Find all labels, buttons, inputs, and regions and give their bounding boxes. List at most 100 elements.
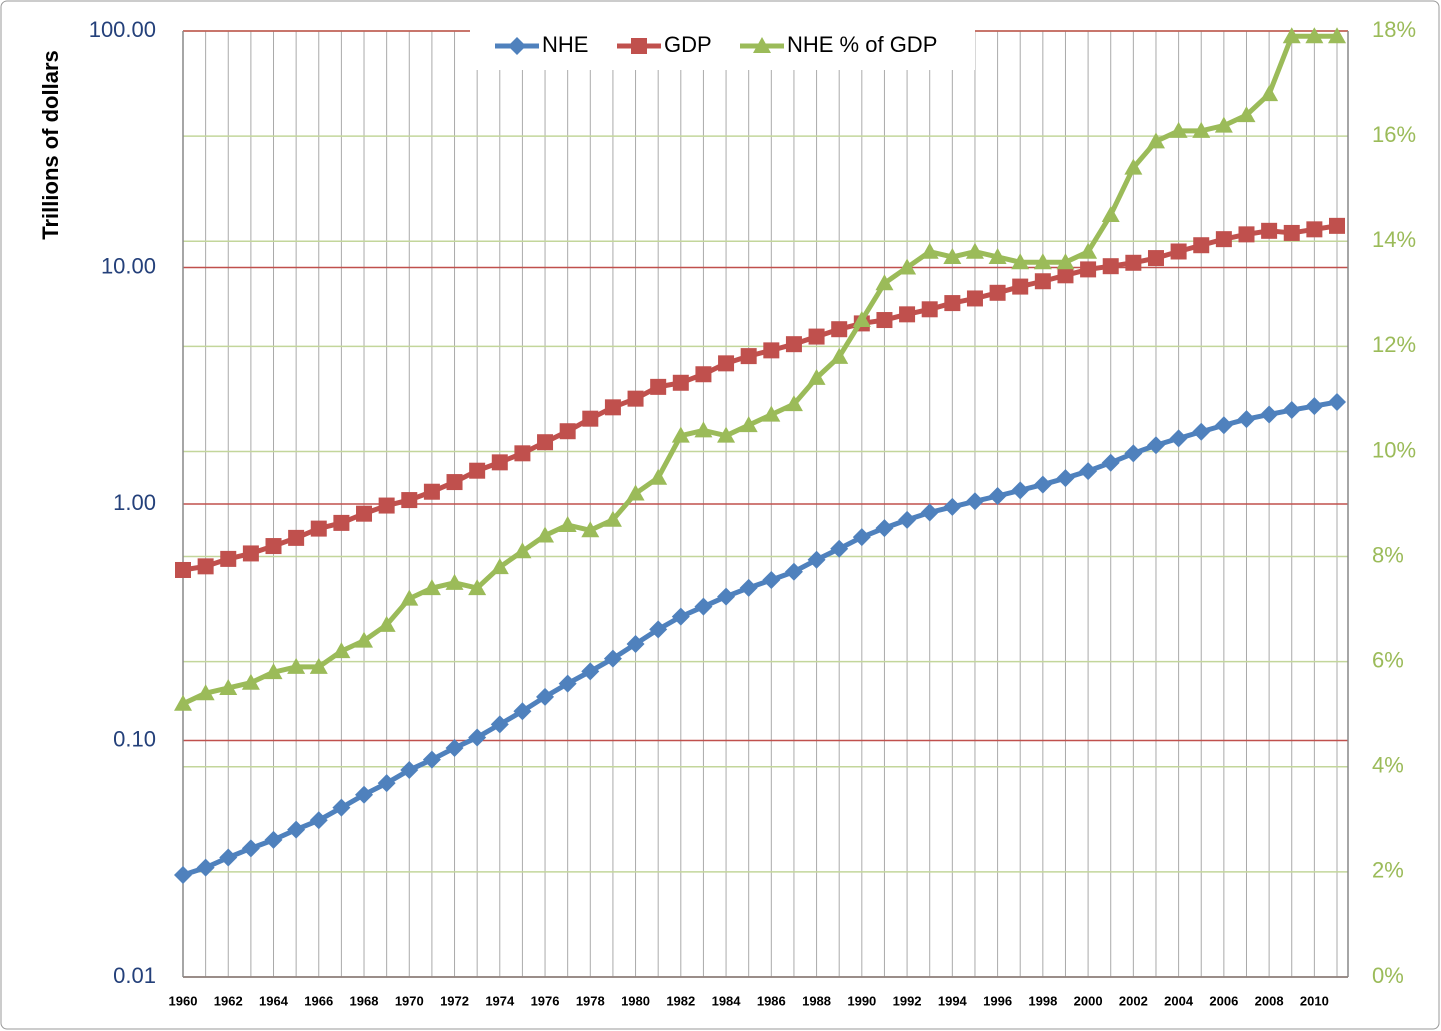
data-point [1328, 392, 1346, 411]
data-point [1147, 250, 1164, 267]
data-point [1282, 27, 1301, 44]
data-point [309, 811, 328, 830]
y-tick-label: 10.00 [101, 253, 156, 278]
data-point [852, 528, 871, 547]
data-point [401, 492, 418, 509]
data-point [1101, 453, 1120, 472]
data-point [603, 510, 622, 527]
data-point [1146, 436, 1165, 455]
data-point [899, 306, 916, 323]
data-point [1237, 410, 1256, 429]
data-point [807, 550, 826, 569]
data-point [762, 571, 781, 590]
data-point [219, 848, 238, 867]
data-point [718, 355, 735, 372]
data-point [1080, 261, 1097, 278]
data-point [671, 426, 690, 443]
y2-tick-label: 2% [1372, 858, 1404, 883]
data-point [695, 366, 712, 383]
data-point [423, 483, 440, 500]
data-point [1260, 85, 1279, 102]
data-point [333, 514, 350, 531]
data-point [649, 468, 668, 485]
x-tick-label: 1988 [802, 993, 831, 1008]
data-point [196, 684, 215, 701]
x-tick-label: 2008 [1255, 993, 1284, 1008]
data-point [287, 820, 306, 839]
y-axis-title: Trillions of dollars [38, 50, 63, 239]
y2-tick-label: 16% [1372, 122, 1416, 147]
data-point [1011, 481, 1030, 500]
data-point [717, 587, 736, 606]
data-point [920, 503, 939, 522]
data-point [536, 687, 555, 706]
data-point [920, 242, 939, 259]
data-point [355, 785, 374, 804]
data-point [626, 634, 645, 653]
data-point [943, 247, 962, 264]
data-point [400, 589, 419, 606]
x-tick-label: 2004 [1164, 993, 1194, 1008]
data-point [1124, 158, 1143, 175]
data-point [1170, 243, 1187, 260]
data-point [603, 649, 622, 668]
data-point [808, 328, 825, 345]
data-point [830, 347, 849, 364]
data-point [1282, 401, 1301, 420]
data-point [1056, 253, 1075, 270]
data-point [1034, 273, 1051, 290]
data-point [355, 631, 374, 648]
data-point [241, 673, 260, 690]
data-point [739, 578, 758, 597]
data-point [1169, 429, 1188, 448]
data-point [400, 761, 419, 780]
data-point [898, 510, 917, 529]
data-point [649, 620, 668, 639]
data-point [378, 497, 395, 514]
data-point [264, 663, 283, 680]
data-point [490, 558, 509, 575]
data-point [966, 290, 983, 307]
data-point [287, 657, 306, 674]
y2-tick-label: 4% [1372, 753, 1404, 778]
data-point [1146, 132, 1165, 149]
data-point [1102, 258, 1119, 275]
data-point [876, 312, 893, 329]
data-point [445, 573, 464, 590]
legend-label: NHE % of GDP [787, 32, 937, 57]
data-point [1101, 205, 1120, 222]
data-point [898, 258, 917, 275]
x-tick-label: 1996 [983, 993, 1012, 1008]
series-line [182, 223, 1338, 573]
x-tick-label: 2010 [1300, 993, 1329, 1008]
y2-tick-label: 8% [1372, 542, 1404, 567]
data-point [288, 529, 305, 546]
data-point [174, 865, 192, 884]
x-tick-label: 2000 [1074, 993, 1103, 1008]
data-point [1033, 253, 1052, 270]
x-tick-label: 1978 [576, 993, 605, 1008]
x-tick-label: 1968 [350, 993, 379, 1008]
data-point [446, 474, 463, 491]
data-point [944, 295, 961, 312]
data-point [1033, 475, 1052, 494]
data-point [965, 242, 984, 259]
data-point [1079, 462, 1098, 481]
x-tick-label: 1990 [847, 993, 876, 1008]
data-point [513, 702, 532, 721]
data-point [1215, 231, 1232, 248]
data-point [1306, 221, 1323, 238]
data-point [332, 798, 351, 817]
data-point [739, 416, 758, 433]
data-point [537, 434, 554, 451]
y-tick-label: 0.01 [113, 963, 156, 988]
data-point [468, 579, 487, 596]
data-point [1193, 237, 1210, 254]
legend-label: NHE [542, 32, 588, 57]
data-point [785, 336, 802, 353]
data-point [558, 674, 577, 693]
data-point [875, 274, 894, 291]
x-tick-label: 1972 [440, 993, 469, 1008]
data-point [989, 284, 1006, 301]
